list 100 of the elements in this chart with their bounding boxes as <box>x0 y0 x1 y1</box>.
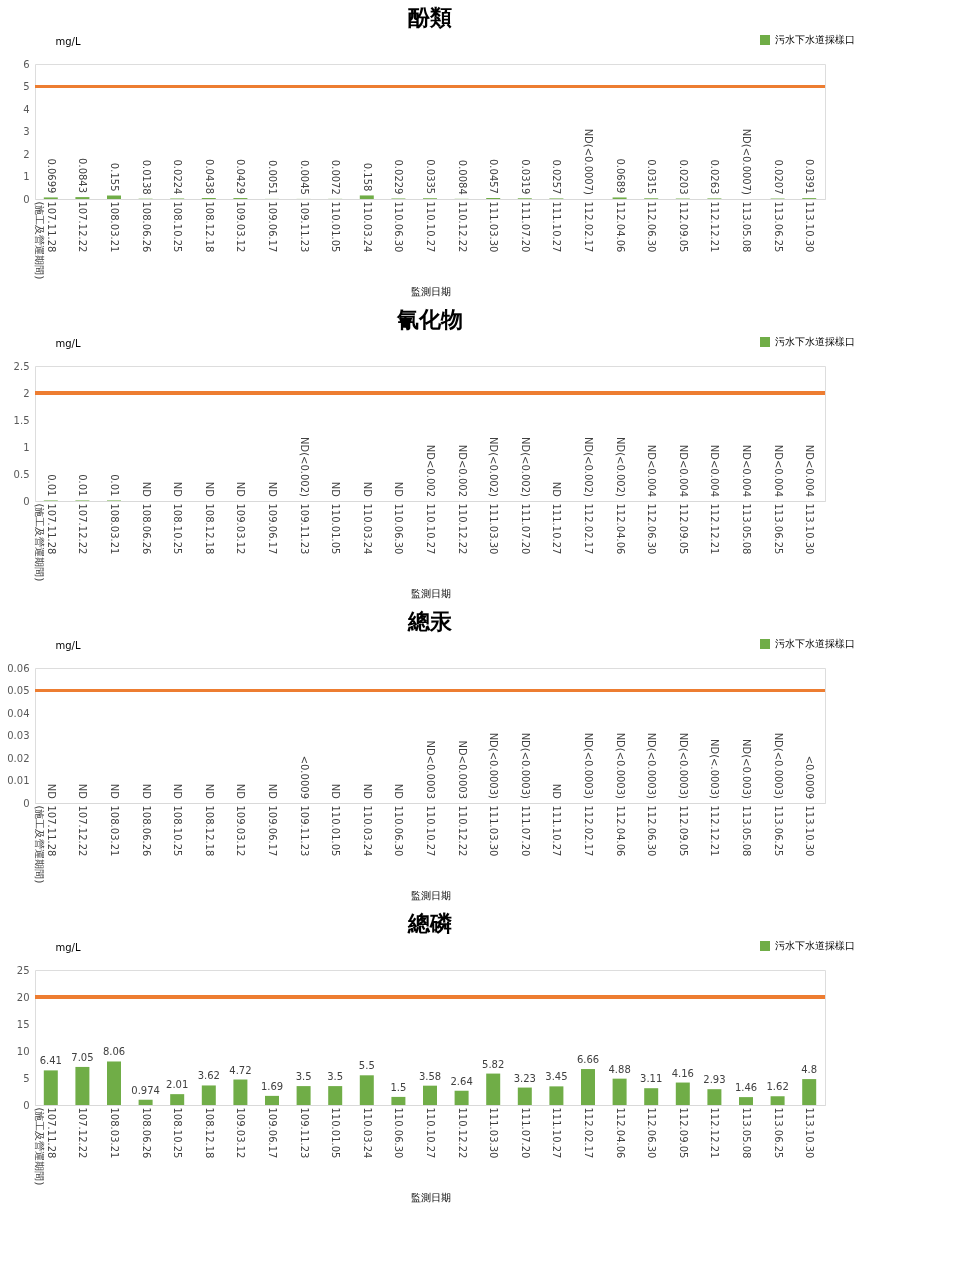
x-tick-label: 111.07.20 <box>519 1107 531 1159</box>
bar <box>581 1069 595 1105</box>
bar <box>644 1088 659 1105</box>
data-label: 0.0391 <box>804 159 816 195</box>
x-tick-label: 109.11.23 <box>298 1107 310 1159</box>
data-label: 5.82 <box>482 1058 505 1070</box>
text: ND(<0.0003) <box>646 732 658 799</box>
text: ND(<0.0003) <box>488 732 500 799</box>
x-tick-label: 112.04.06 <box>614 201 626 253</box>
y-tick-label: 0.05 <box>7 685 30 696</box>
data-label: 0.0335 <box>425 159 436 195</box>
data-label: 3.11 <box>640 1073 663 1085</box>
data-label: 0.0072 <box>330 159 342 195</box>
data-label: 0.0229 <box>393 159 405 195</box>
data-label: 4.16 <box>671 1067 694 1079</box>
x-tick-label: 110.01.05 <box>330 1107 342 1159</box>
data-label: 3.58 <box>418 1070 442 1082</box>
data-label: 8.06 <box>102 1046 126 1058</box>
y-tick-label: 1 <box>23 171 30 182</box>
text: ND <box>140 481 152 497</box>
x-tick-label: 112.02.17 <box>583 805 594 857</box>
x-tick-label: 110.10.27 <box>425 503 436 555</box>
x-tick-label: 113.10.30 <box>804 805 816 857</box>
x-tick-label: 113.05.08 <box>741 503 752 555</box>
bar <box>739 1097 753 1105</box>
x-tick-label: 112.06.30 <box>646 201 658 253</box>
data-label: 4.88 <box>608 1063 631 1075</box>
y-tick-label: 0.5 <box>13 468 30 480</box>
bar <box>43 1070 58 1105</box>
x-tick-label: 112.09.05 <box>677 805 689 857</box>
data-label: 3.5 <box>327 1071 344 1083</box>
data-label: 0.0084 <box>456 159 468 195</box>
x-tick-label: 109.11.23 <box>298 805 310 857</box>
x-tick-label: 112.12.21 <box>709 503 721 555</box>
x-axis-title: 監測日期 <box>410 890 451 902</box>
text: ND <box>267 481 278 497</box>
bar <box>233 1079 248 1105</box>
x-tick-label: 110.12.22 <box>456 805 468 857</box>
text: ND <box>77 783 89 799</box>
x-tick-label: 112.12.21 <box>709 805 721 857</box>
bar <box>549 1086 564 1105</box>
data-label: 1.69 <box>260 1080 284 1092</box>
y-tick-label: 15 <box>16 1018 30 1030</box>
data-label: 0.0207 <box>772 159 784 195</box>
x-tick-label: 107.12.22 <box>77 201 89 253</box>
x-tick-label: 112.02.17 <box>583 503 594 555</box>
x-tick-label: 108.03.21 <box>109 805 120 857</box>
text: ND<0.004 <box>772 444 784 497</box>
x-tick-label: 110.01.05 <box>330 805 342 857</box>
x-tick-label: 107.11.28 (施工及營運期間) <box>33 1107 57 1186</box>
x-tick-label: 111.10.27 <box>551 503 563 555</box>
bar <box>517 1087 532 1105</box>
data-label: 3.45 <box>545 1071 568 1083</box>
bar <box>454 1090 469 1105</box>
y-tick-label: 0.01 <box>7 775 30 786</box>
bar <box>359 1075 374 1105</box>
legend-label: 污水下水道採樣口 <box>775 336 855 347</box>
bar <box>770 1096 785 1105</box>
x-tick-label: 113.10.30 <box>804 503 816 555</box>
y-tick-label: 10 <box>16 1045 30 1057</box>
data-label: 3.23 <box>513 1072 536 1084</box>
bar <box>612 1078 627 1105</box>
text: ND<0.004 <box>677 444 689 497</box>
chart-title: 總磷 <box>407 911 453 936</box>
y-tick-label: 6 <box>23 58 30 70</box>
y-tick-label: 20 <box>16 991 30 1003</box>
text: ND<0.004 <box>804 444 816 497</box>
bar <box>675 1082 690 1105</box>
x-tick-label: 108.03.21 <box>109 1107 120 1159</box>
x-tick-label: 111.10.27 <box>551 805 563 857</box>
x-tick-label: 111.07.20 <box>519 201 531 253</box>
text: ND <box>235 783 247 799</box>
x-tick-label: 108.03.21 <box>109 201 120 253</box>
y-tick-label: 2.5 <box>13 360 30 372</box>
data-label: 0.0045 <box>298 159 310 195</box>
x-axis-title: 監測日期 <box>410 588 451 600</box>
text: ND(<0.0003) <box>677 732 689 799</box>
text: ND(<0.003) <box>741 739 752 799</box>
x-axis-title: 監測日期 <box>410 286 451 298</box>
x-tick-label: 112.09.05 <box>677 1107 689 1159</box>
y-tick-label: 1.5 <box>13 414 30 426</box>
data-label: 0.155 <box>109 162 120 192</box>
x-tick-label: 108.10.25 <box>172 1107 184 1159</box>
bar <box>707 1089 722 1105</box>
x-tick-label: 113.05.08 <box>741 1107 752 1159</box>
bar <box>423 1085 437 1105</box>
data-label: 1.5 <box>390 1081 407 1093</box>
y-axis-title: mg/L <box>55 35 81 47</box>
x-tick-label: 113.06.25 <box>772 201 784 253</box>
x-tick-label: 112.04.06 <box>614 503 626 555</box>
x-tick-label: 108.06.26 <box>140 503 152 555</box>
data-label: 0.0138 <box>140 159 152 195</box>
x-tick-label: 110.06.30 <box>393 1107 405 1159</box>
x-tick-label: 111.03.30 <box>488 805 500 857</box>
text: ND <box>172 481 184 497</box>
legend-label: 污水下水道採樣口 <box>775 940 855 951</box>
x-tick-label: 112.02.17 <box>583 1107 594 1159</box>
x-tick-label: 113.06.25 <box>772 805 784 857</box>
data-label: 0.0051 <box>267 159 278 195</box>
data-label: 0.0319 <box>519 159 531 195</box>
